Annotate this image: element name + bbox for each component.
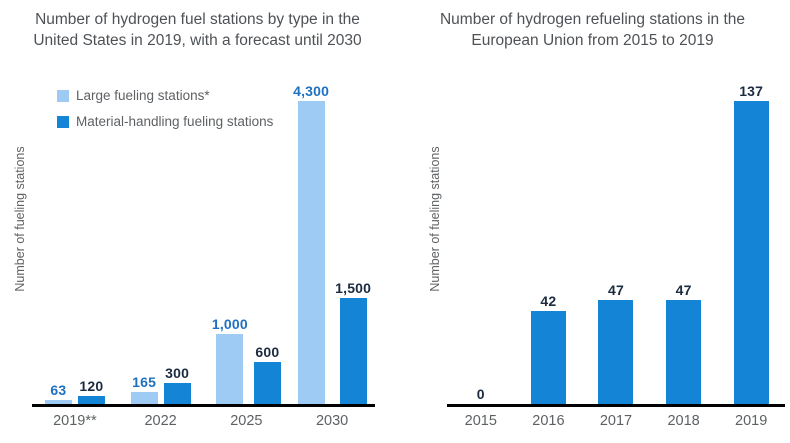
bar bbox=[297, 101, 325, 404]
bar-value-label: 42 bbox=[540, 293, 557, 310]
bar-column: 137 bbox=[733, 83, 769, 404]
bar-column: 300 bbox=[163, 364, 191, 404]
x-axis-tick-label: 2022 bbox=[144, 413, 177, 429]
chart-body: Number of fueling stations 63 120 165 300 1,… bbox=[8, 83, 375, 429]
x-axis-tick-label: 2016 bbox=[532, 413, 565, 429]
x-axis-line bbox=[447, 404, 785, 407]
bar bbox=[339, 298, 367, 404]
bar-group: 1,000 600 bbox=[204, 315, 290, 404]
legend-color-swatch bbox=[57, 115, 69, 128]
legend: Large fueling stations* Material-handlin… bbox=[57, 88, 273, 129]
bar bbox=[733, 101, 769, 404]
bar bbox=[77, 395, 105, 404]
chart-body: Number of fueling stations 0 42 47 47 137 20… bbox=[423, 83, 785, 429]
bar bbox=[530, 311, 566, 404]
bar bbox=[666, 300, 702, 404]
bar-group: 137 bbox=[717, 83, 785, 404]
bar-value-label: 300 bbox=[165, 364, 190, 381]
y-axis-label: Number of fueling stations bbox=[428, 146, 442, 292]
legend-label: Material-handling fueling stations bbox=[76, 114, 274, 129]
bar-group: 47 bbox=[582, 282, 650, 404]
bar-value-label: 63 bbox=[50, 381, 67, 398]
bar-value-label: 1,500 bbox=[335, 280, 372, 297]
eu-hydrogen-stations-chart: Number of hydrogen refueling stations in… bbox=[395, 0, 790, 443]
bar-column: 4,300 bbox=[293, 83, 329, 404]
y-axis: Number of fueling stations bbox=[8, 101, 32, 429]
bar-value-label: 165 bbox=[132, 374, 157, 391]
bar bbox=[44, 399, 72, 404]
bar-column: 42 bbox=[530, 293, 566, 404]
bar bbox=[130, 392, 158, 404]
x-axis-labels: 2015 2016 2017 2018 2019 bbox=[447, 413, 785, 429]
us-hydrogen-stations-chart: Number of hydrogen fuel stations by type… bbox=[8, 11, 375, 429]
bar-column: 63 bbox=[44, 381, 72, 404]
bar bbox=[216, 333, 244, 404]
bar-value-label: 0 bbox=[476, 386, 485, 402]
legend-color-swatch bbox=[57, 89, 69, 102]
bar bbox=[163, 382, 191, 404]
bar-column: 120 bbox=[77, 377, 105, 404]
bar-group: 4,300 1,500 bbox=[289, 83, 375, 404]
plot-column: 0 42 47 47 137 2015 2016 2017 2018 2019 bbox=[447, 83, 785, 429]
bar-value-label: 4,300 bbox=[293, 83, 330, 99]
bar bbox=[253, 361, 281, 404]
x-axis-tick-label: 2018 bbox=[667, 413, 700, 429]
bar-group: 47 bbox=[650, 282, 718, 404]
bar-column: 47 bbox=[666, 282, 702, 404]
bar bbox=[598, 300, 634, 404]
bar-group: 0 bbox=[447, 386, 515, 404]
x-axis-tick-label: 2019** bbox=[53, 413, 97, 429]
plot-column: 63 120 165 300 1,000 600 4,300 1,500 2019** 2022… bbox=[32, 83, 375, 429]
bar-value-label: 1,000 bbox=[211, 315, 248, 332]
legend-item-large-stations: Large fueling stations* bbox=[57, 88, 273, 103]
x-axis-tick-label: 2017 bbox=[599, 413, 633, 429]
bar-column: 1,500 bbox=[335, 280, 371, 404]
bar-group: 165 300 bbox=[118, 365, 204, 404]
bar-value-label: 120 bbox=[79, 377, 104, 394]
plot-area: 63 120 165 300 1,000 600 4,300 1,500 bbox=[32, 83, 375, 404]
bar-value-label: 600 bbox=[255, 343, 280, 360]
x-axis-tick-label: 2030 bbox=[315, 413, 349, 429]
bar-column: 1,000 bbox=[211, 315, 248, 404]
bar-group: 42 bbox=[515, 293, 583, 404]
chart-title: Number of hydrogen fuel stations by type… bbox=[33, 11, 362, 49]
x-axis-tick-label: 2025 bbox=[230, 413, 263, 429]
chart-title: Number of hydrogen refueling stations in… bbox=[439, 11, 745, 49]
bar-column: 600 bbox=[253, 343, 281, 404]
x-axis-tick-label: 2015 bbox=[464, 413, 497, 429]
bar-value-label: 47 bbox=[675, 282, 692, 299]
legend-label: Large fueling stations* bbox=[76, 88, 210, 103]
y-axis-label: Number of fueling stations bbox=[13, 146, 27, 292]
bar-value-label: 137 bbox=[739, 83, 764, 99]
bar-group: 63 120 bbox=[32, 377, 118, 404]
y-axis: Number of fueling stations bbox=[423, 101, 447, 429]
bar-column: 47 bbox=[598, 282, 634, 404]
x-axis-tick-label: 2019 bbox=[735, 413, 768, 429]
bar-column: 0 bbox=[463, 386, 498, 404]
legend-item-material-handling: Material-handling fueling stations bbox=[57, 114, 273, 129]
bar-column: 165 bbox=[130, 374, 158, 404]
plot-area: 0 42 47 47 137 bbox=[447, 83, 785, 404]
bar-value-label: 47 bbox=[607, 282, 624, 299]
x-axis-line bbox=[32, 404, 375, 407]
x-axis-labels: 2019** 2022 2025 2030 bbox=[32, 413, 375, 429]
